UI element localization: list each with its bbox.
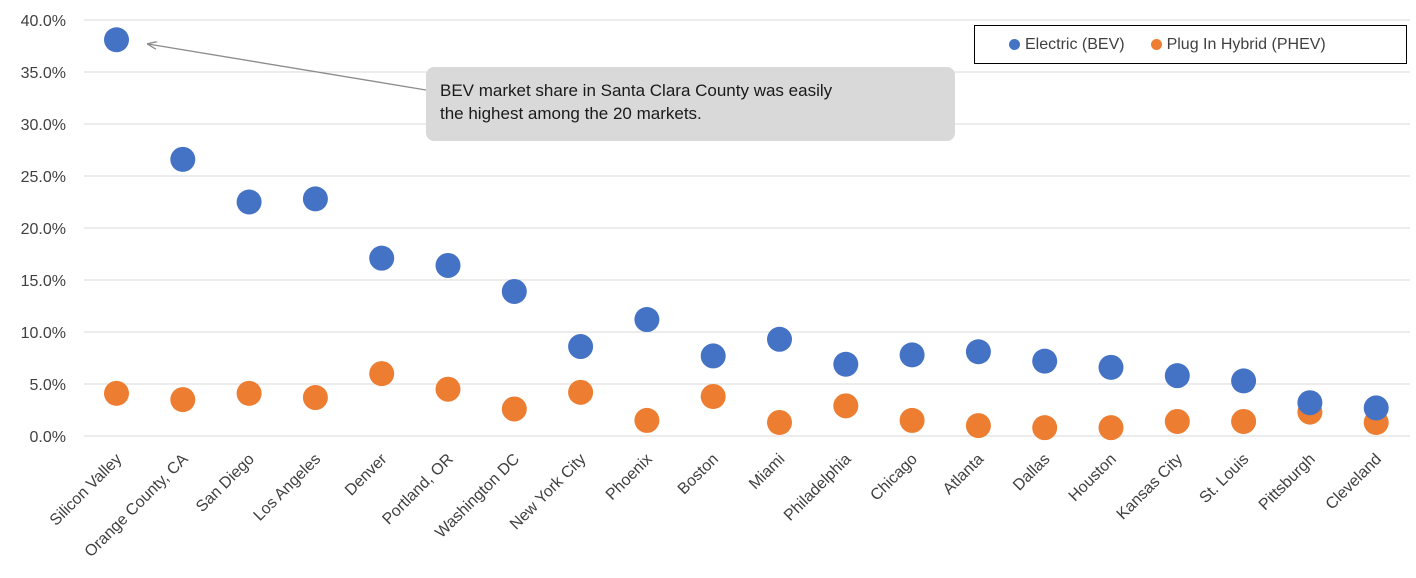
x-tick-label: Chicago [867, 451, 921, 505]
bev-point [1297, 390, 1323, 416]
bev-point [302, 186, 328, 212]
legend-item-bev: Electric (BEV) [1009, 36, 1125, 54]
y-tick-label: 10.0% [21, 325, 66, 342]
bev-point [1098, 354, 1124, 380]
x-tick-label: San Diego [193, 451, 258, 516]
y-tick-label: 35.0% [21, 65, 66, 82]
y-tick-label: 25.0% [21, 169, 66, 186]
bev-point [965, 339, 991, 365]
bev-point [700, 343, 726, 369]
y-tick-label: 20.0% [21, 221, 66, 238]
series-bev [104, 27, 1389, 421]
bev-point [833, 351, 859, 377]
x-tick-label: Phoenix [603, 451, 656, 504]
bev-point [767, 326, 792, 352]
phev-point [236, 380, 262, 406]
x-tick-label: Houston [1066, 451, 1120, 505]
bev-point [435, 252, 461, 278]
bev-point [236, 189, 262, 215]
annotation-callout: BEV market share in Santa Clara County w… [426, 67, 955, 141]
annotation-arrow [148, 44, 427, 91]
legend-marker-bev [1009, 39, 1020, 50]
y-tick-label: 0.0% [30, 429, 66, 446]
phev-point [302, 385, 328, 411]
phev-point [1231, 408, 1257, 434]
bev-point [1363, 395, 1389, 421]
bev-point [170, 146, 196, 172]
phev-point [568, 379, 594, 405]
y-axis-ticks: 0.0% 5.0% 10.0% 15.0% 20.0% 25.0% 30.0% 35.0% 40… [21, 13, 66, 446]
x-tick-label: Philadelphia [781, 451, 855, 525]
x-tick-label: Los Angeles [251, 451, 325, 525]
x-tick-label: Dallas [1010, 451, 1053, 494]
bev-point [634, 307, 660, 333]
x-tick-label: St. Louis [1196, 451, 1252, 507]
x-tick-label: Kansas City [1114, 451, 1186, 523]
x-tick-label: Atlanta [940, 451, 987, 498]
gridlines [84, 19, 1410, 437]
x-tick-label: Denver [342, 450, 391, 499]
legend-label-bev: Electric (BEV) [1025, 35, 1125, 53]
bev-point [1231, 368, 1257, 394]
bev-point [568, 334, 594, 360]
phev-point [501, 396, 527, 422]
legend-label-phev: Plug In Hybrid (PHEV) [1166, 35, 1326, 53]
phev-point [435, 376, 461, 402]
series-phev [104, 361, 1389, 441]
x-tick-label: Cleveland [1323, 451, 1385, 513]
y-tick-label: 5.0% [30, 377, 66, 394]
legend: Electric (BEV) Plug In Hybrid (PHEV) [974, 25, 1407, 64]
legend-item-phev: Plug In Hybrid (PHEV) [1150, 35, 1326, 54]
y-tick-label: 15.0% [21, 273, 66, 290]
bev-point [899, 342, 925, 368]
x-tick-label: Boston [675, 451, 722, 498]
x-tick-label: Miami [746, 451, 788, 493]
phev-point [1164, 408, 1190, 434]
phev-point [634, 407, 660, 433]
phev-point [1098, 415, 1124, 441]
phev-point [1032, 415, 1058, 441]
bev-point [1164, 363, 1190, 389]
phev-point [767, 409, 792, 435]
phev-point [833, 393, 859, 419]
phev-point [369, 361, 395, 387]
bev-point [1032, 348, 1058, 374]
phev-point [104, 380, 129, 406]
bev-point [104, 27, 129, 53]
annotation-line-2: the highest among the 20 markets. [440, 104, 702, 123]
phev-point [170, 387, 196, 413]
annotation-line-1: BEV market share in Santa Clara County w… [440, 81, 833, 100]
x-tick-label: Pittsburgh [1256, 451, 1319, 514]
phev-point [965, 413, 991, 439]
phev-point [899, 407, 925, 433]
bev-point [501, 278, 527, 304]
annotation-arrow-line [148, 44, 427, 91]
legend-marker-phev [1150, 39, 1162, 50]
y-tick-label: 40.0% [21, 13, 66, 30]
y-tick-label: 30.0% [21, 117, 66, 134]
bev-point [369, 245, 395, 271]
phev-point [700, 383, 726, 409]
